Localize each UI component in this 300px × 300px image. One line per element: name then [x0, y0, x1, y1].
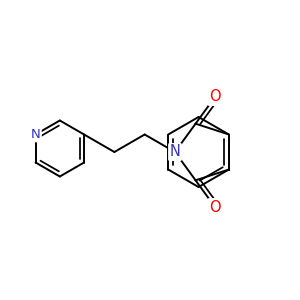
- Text: O: O: [209, 200, 221, 214]
- Text: N: N: [31, 128, 40, 141]
- Text: N: N: [169, 145, 180, 160]
- Text: O: O: [209, 89, 221, 104]
